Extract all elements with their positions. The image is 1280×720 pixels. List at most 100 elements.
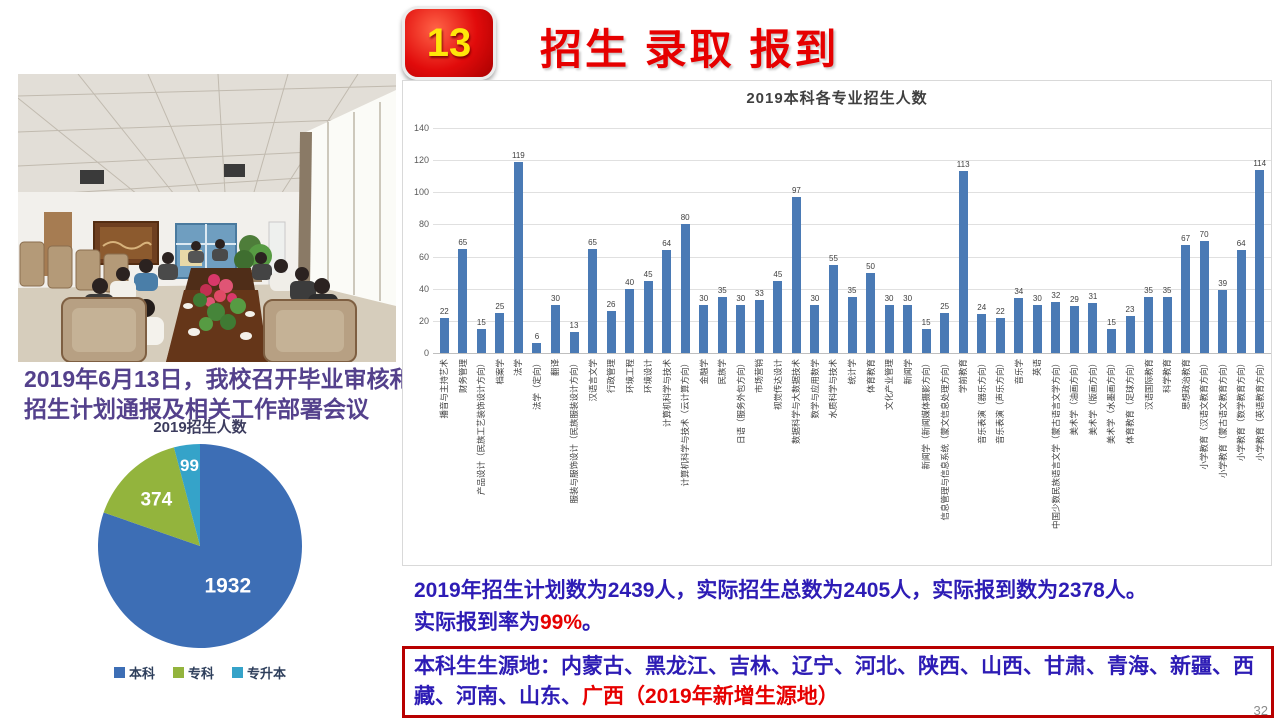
- bar: [699, 304, 709, 353]
- bar-value-label: 15: [921, 317, 931, 327]
- pie-data-label: 99: [180, 456, 199, 475]
- bar-value-label: 33: [754, 288, 764, 298]
- x-axis-line: [433, 353, 1271, 354]
- bar: [1218, 290, 1228, 353]
- pie-legend-item: 专科: [172, 663, 214, 682]
- bar-value-label: 64: [662, 239, 672, 249]
- bar-value-label: 30: [736, 293, 746, 303]
- bar-value-label: 22: [995, 306, 1005, 316]
- bar-category-label: 小学教育（汉语文教育方向）: [1199, 359, 1210, 470]
- bar-category-label: 汉语国际教育: [1143, 359, 1154, 411]
- y-axis-tick-label: 120: [413, 155, 429, 166]
- bar: [439, 317, 449, 353]
- pie-chart-title: 2019招生人数: [153, 419, 247, 436]
- page-number: 32: [1253, 703, 1268, 718]
- bar: [847, 296, 857, 353]
- gridline: [433, 160, 1271, 162]
- bar-value-label: 35: [1162, 285, 1172, 295]
- bar: [1199, 240, 1209, 353]
- slide-number-badge-text: 13: [426, 20, 472, 65]
- bar-category-label: 水质科学与技术: [828, 359, 839, 419]
- bar-category-label: 美术学（水墨画方向）: [1106, 359, 1117, 445]
- bar-category-label: 学前教育: [958, 359, 969, 394]
- bar-category-label: 环境设计: [643, 359, 654, 394]
- bar-value-label: 34: [1014, 287, 1024, 297]
- bar-value-label: 50: [866, 261, 875, 271]
- bar: [476, 328, 486, 353]
- meeting-photo-illustration: [18, 74, 396, 362]
- bar: [995, 317, 1005, 353]
- bar-value-label: 114: [1253, 158, 1267, 168]
- bar-value-label: 55: [829, 253, 838, 263]
- bar-value-label: 70: [1199, 229, 1209, 239]
- bar: [606, 311, 616, 353]
- bar: [958, 171, 968, 353]
- gridline: [433, 192, 1271, 194]
- y-axis-tick-label: 40: [418, 283, 429, 294]
- bar-value-label: 45: [773, 269, 783, 279]
- bar: [1051, 301, 1061, 353]
- bar-category-label: 市场营销: [754, 359, 765, 394]
- bar-value-label: 26: [606, 300, 616, 310]
- y-axis-tick-label: 20: [418, 315, 429, 326]
- bar-category-label: 档案学: [494, 359, 505, 385]
- legend-swatch: [172, 667, 184, 678]
- gridline: [433, 288, 1271, 290]
- bar-value-label: 25: [495, 301, 505, 311]
- y-axis-tick-label: 140: [413, 123, 429, 133]
- bar-value-label: 119: [512, 150, 525, 160]
- bar: [1069, 306, 1079, 353]
- summary-line2-prefix: 实际报到率为: [414, 610, 540, 634]
- bar: [940, 312, 950, 353]
- bar: [884, 304, 894, 353]
- source-region-box: 本科生生源地：内蒙古、黑龙江、吉林、辽宁、河北、陕西、山西、甘肃、青海、新疆、西…: [402, 646, 1274, 718]
- bar-value-label: 64: [1236, 239, 1246, 249]
- summary-line1: 2019年招生计划数为2439人，实际招生总数为2405人，实际报到数为2378…: [414, 579, 1147, 602]
- bar-value-label: 25: [940, 301, 950, 311]
- source-region-blue-text: 本科生生源地：内蒙古、黑龙江、吉林、辽宁、河北、陕西、山西、甘肃、青海、新疆、西…: [414, 655, 1254, 708]
- pie-chart-block: 2019招生人数 1932 374 99 本科 专科 专升本: [78, 416, 322, 682]
- bar-category-label: 视觉传达设计: [772, 359, 783, 411]
- pie-slice-专升本: [173, 444, 200, 546]
- bar: [773, 280, 783, 353]
- bar: [1088, 303, 1098, 353]
- legend-swatch: [113, 667, 125, 678]
- meeting-photo: [18, 74, 396, 362]
- bar: [754, 299, 764, 353]
- bar: [1255, 169, 1265, 353]
- bar-category-label: 小学教育（蒙古语文教育方向）: [1217, 359, 1228, 479]
- bar: [903, 304, 913, 353]
- bar: [1014, 298, 1024, 353]
- bar-category-label: 思想政治教育: [1180, 359, 1191, 411]
- bar: [717, 296, 727, 353]
- bar-category-label: 服装与服饰设计（民族服装设计方向）: [569, 359, 579, 504]
- bar-category-label: 环境工程: [624, 359, 635, 394]
- bar-value-label: 23: [1125, 305, 1135, 315]
- bar: [532, 343, 542, 353]
- pie-data-label: 1932: [204, 574, 251, 597]
- bar-category-label: 美术学（油画方向）: [1069, 359, 1080, 436]
- pie-data-label: 374: [140, 490, 172, 511]
- bar: [921, 328, 931, 353]
- bar-value-label: 30: [903, 293, 913, 303]
- bar-chart-panel: 2019本科各专业招生人数 0 20 40 60 80 100 120 140 22 播音与主持艺…: [402, 80, 1272, 566]
- report-rate-highlight: 99%: [540, 610, 583, 634]
- bar-value-label: 15: [1107, 317, 1116, 327]
- bar-value-label: 31: [1088, 292, 1098, 302]
- bar-category-label: 统计学: [847, 359, 857, 385]
- bar-category-label: 美术学（版画方向）: [1087, 359, 1098, 436]
- slide-number-badge: 13: [402, 6, 496, 80]
- bar-category-label: 新闻学（新闻媒体摄影方向）: [921, 359, 932, 470]
- bar-category-label: 日语（服务外包方向）: [735, 359, 746, 445]
- bar-value-label: 67: [1181, 234, 1191, 244]
- bar-value-label: 15: [476, 317, 486, 327]
- bar: [791, 197, 801, 353]
- bar-value-label: 35: [717, 285, 727, 295]
- bar-category-label: 行政管理: [606, 359, 617, 394]
- photo-caption: 2019年6月13日，我校召开毕业审核和招生计划通报及相关工作部署会议: [24, 366, 413, 423]
- bar-value-label: 30: [884, 293, 894, 303]
- legend-swatch: [232, 667, 243, 678]
- bar-value-label: 39: [1218, 279, 1228, 289]
- bar-category-label: 音乐表演（声乐方向）: [995, 359, 1006, 445]
